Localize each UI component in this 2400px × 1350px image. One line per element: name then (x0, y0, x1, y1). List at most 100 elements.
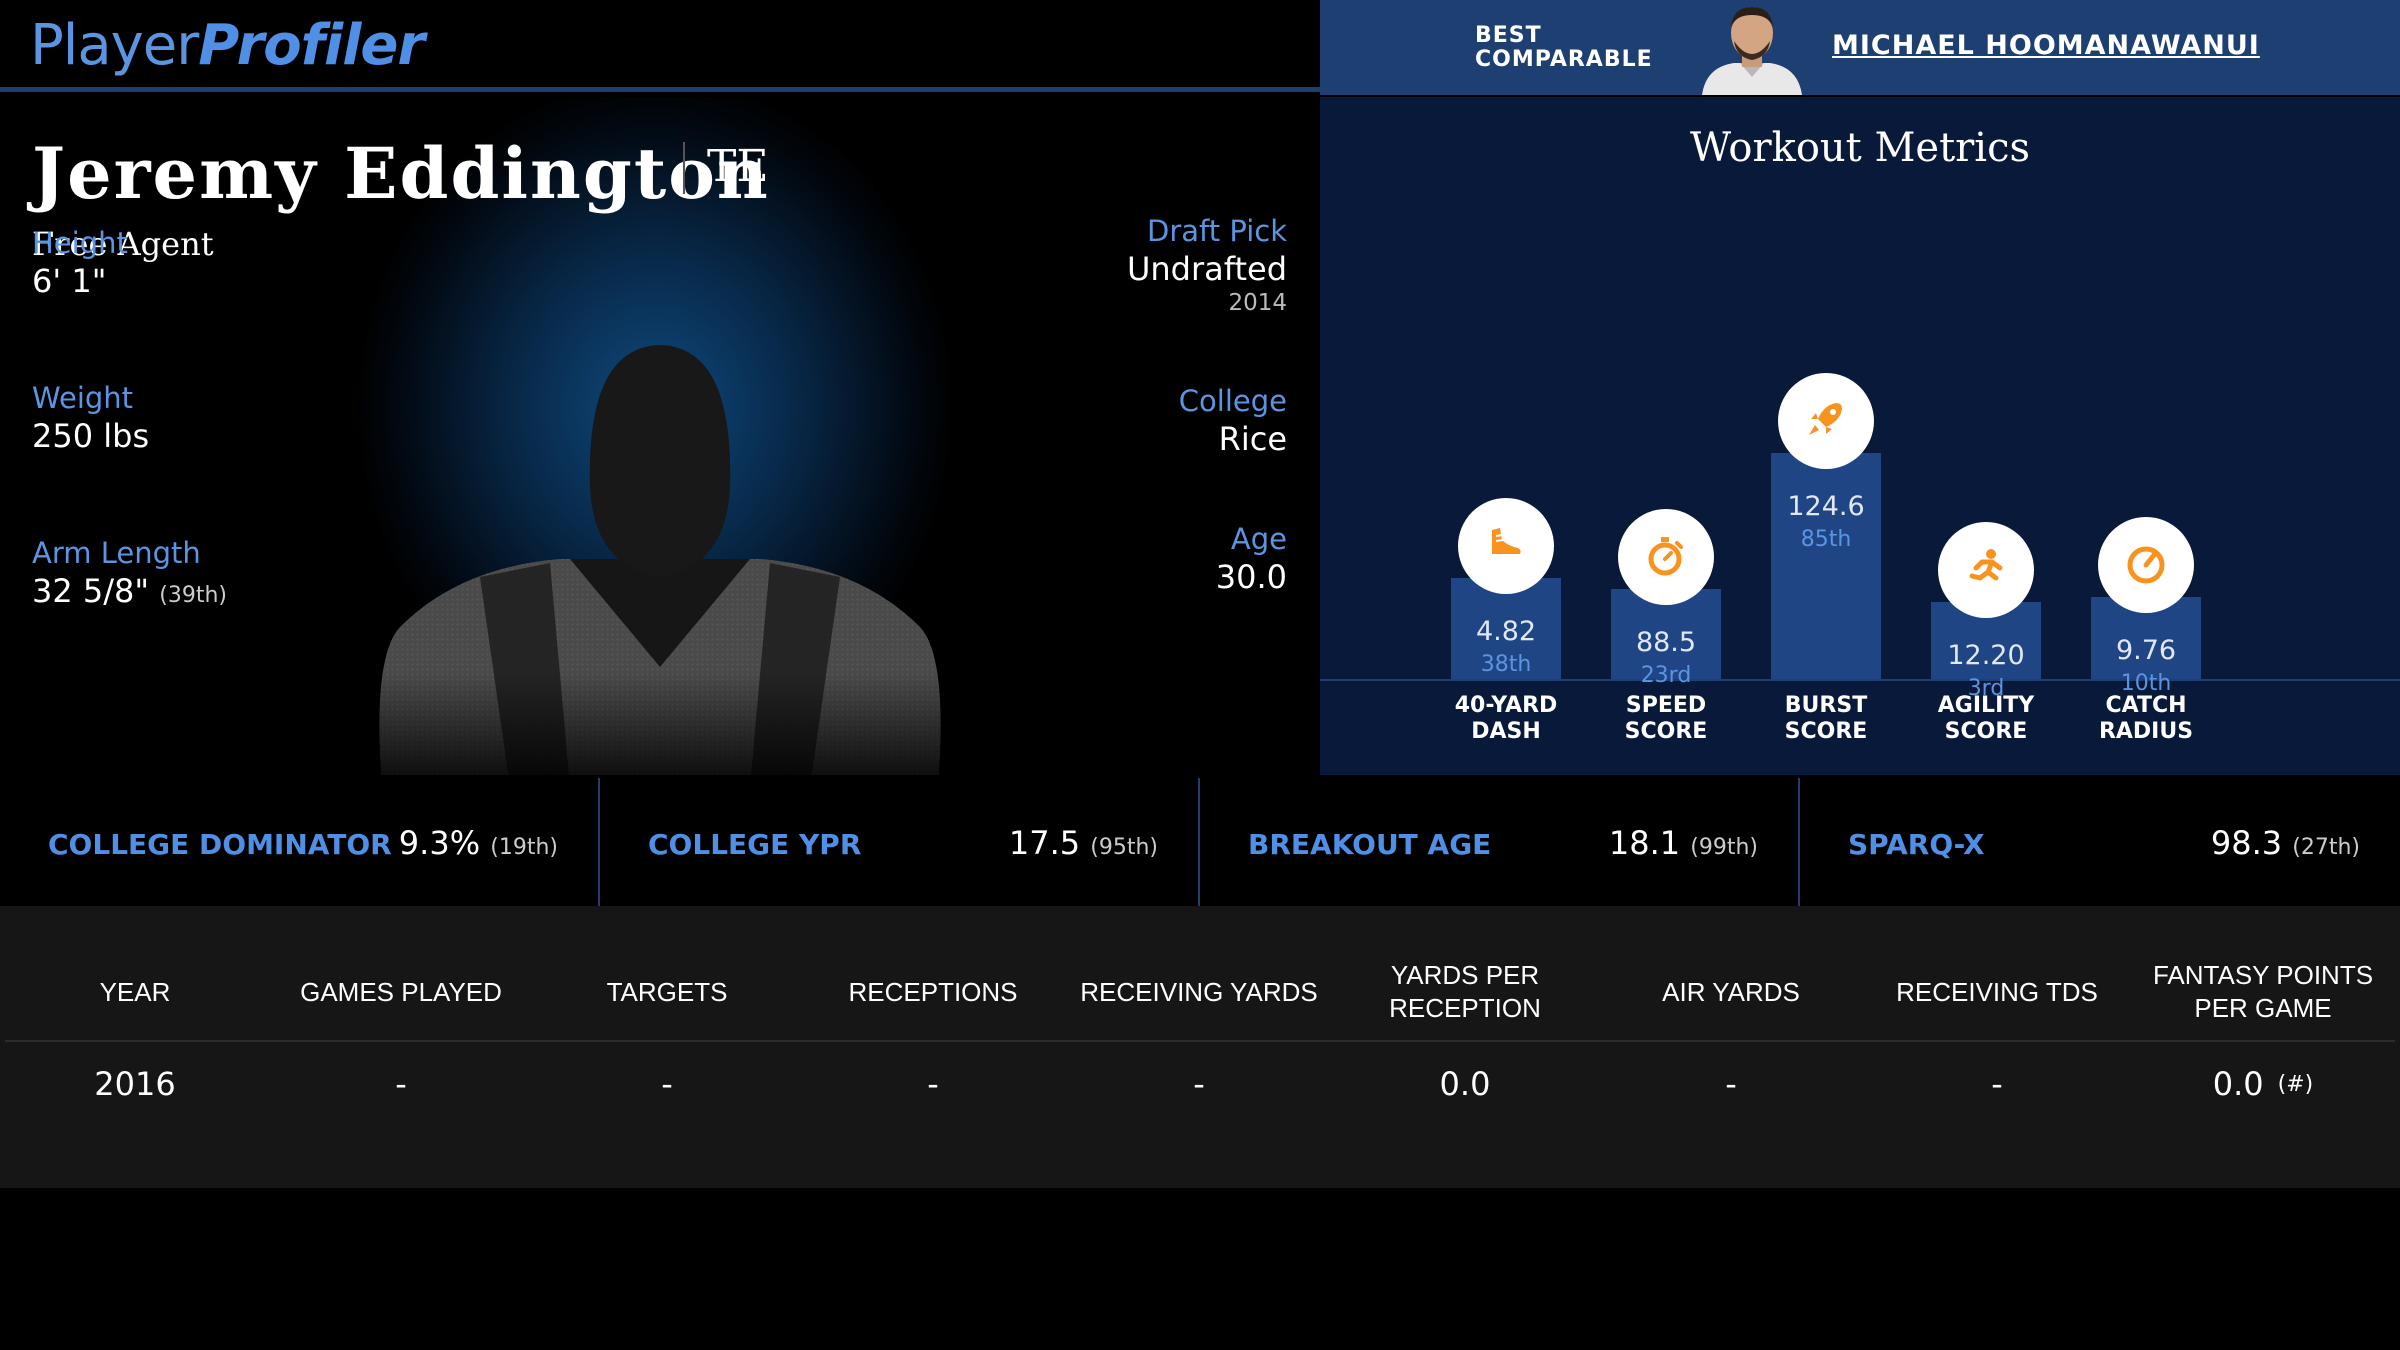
age-attribute: Age 30.0 (1216, 521, 1287, 597)
stat-label[interactable]: COLLEGE DOMINATOR (48, 828, 392, 861)
stat-label[interactable]: COLLEGE YPR (648, 828, 862, 861)
target-icon (2098, 517, 2194, 613)
height-attribute: Height 6' 1" (32, 225, 128, 301)
player-profiler-logo[interactable]: PlayerProfiler (30, 13, 425, 78)
cell-games-played: - (395, 1065, 407, 1103)
stat-percentile: (99th) (1690, 835, 1758, 860)
cell-year: 2016 (94, 1065, 176, 1103)
workout-bar[interactable]: 124.6 85th (1771, 453, 1881, 679)
height-label: Height (32, 226, 128, 260)
cell-fantasy-points-per-game: 0.0 (#) (2130, 1062, 2396, 1106)
comparable-player-photo[interactable] (1692, 5, 1812, 95)
arm-length-percentile: (39th) (159, 583, 228, 608)
cell-receiving-tds: - (1991, 1065, 2003, 1103)
workout-percentile: 23rd (1640, 663, 1692, 688)
column-header-receptions[interactable]: RECEPTIONS (848, 976, 1018, 1007)
column-header-air-yards[interactable]: AIR YARDS (1662, 976, 1800, 1007)
player-position: TE (707, 141, 769, 192)
column-header-fantasy-points-per-game[interactable]: FANTASY POINTS PER GAME (2152, 960, 2374, 1023)
best-label-line1: BEST (1475, 23, 1542, 48)
stat-percentile: (95th) (1090, 835, 1158, 860)
workout-percentile: 10th (2120, 671, 2172, 696)
arm-length-number: 32 5/8" (32, 572, 150, 610)
player-profile-panel: Jeremy Eddington TE Free Agent Height 6'… (0, 97, 1320, 775)
column-header-yards-per-reception[interactable]: YARDS PER RECEPTION (1389, 960, 1541, 1023)
arm-length-attribute: Arm Length 32 5/8" (39th) (32, 535, 227, 616)
height-value: 6' 1" (32, 262, 107, 300)
column-header-receiving-yards[interactable]: RECEIVING YARDS (1080, 976, 1318, 1007)
player-team: Free Agent (32, 225, 214, 263)
college-attribute: College Rice (1179, 383, 1287, 459)
weight-attribute: Weight 250 lbs (32, 380, 149, 456)
stat-college-ypr: COLLEGE YPR 17.5 (95th) (600, 778, 1200, 906)
draft-pick-value: Undrafted (1126, 250, 1287, 288)
season-stats-table: YEAR GAMES PLAYED TARGETS RECEPTIONS REC… (0, 906, 2400, 1188)
stat-college-dominator: COLLEGE DOMINATOR 9.3% (19th) (0, 778, 600, 906)
arm-length-value: 32 5/8" (39th) (32, 571, 227, 616)
workout-metrics-panel: Workout Metrics 4.82 38th 40-YARD DASH 88.5 2… (1320, 97, 2400, 775)
stopwatch-icon (1618, 509, 1714, 605)
position-divider (683, 142, 685, 194)
advanced-stats-row: COLLEGE DOMINATOR 9.3% (19th) COLLEGE YP… (0, 778, 2400, 906)
workout-label: 40-YARD DASH (1454, 693, 1558, 744)
header-bar: PlayerProfiler (0, 0, 1320, 92)
comparable-player-name-link[interactable]: MICHAEL HOOMANAWANUI (1832, 30, 2260, 61)
arm-length-label: Arm Length (32, 536, 201, 570)
stat-label[interactable]: BREAKOUT AGE (1248, 828, 1492, 861)
workout-bar[interactable]: 4.82 38th (1451, 578, 1561, 679)
weight-value: 250 lbs (32, 417, 150, 455)
column-header-receiving-tds[interactable]: RECEIVING TDS (1896, 976, 2098, 1007)
stat-value: 18.1 (99th) (1609, 824, 1758, 862)
workout-value: 124.6 (1787, 491, 1865, 522)
stat-percentile: (27th) (2292, 835, 2360, 860)
fppg-value: 0.0 (2212, 1065, 2264, 1103)
workout-metrics-title: Workout Metrics (1689, 125, 2031, 171)
table-header-divider (5, 1040, 2395, 1042)
stat-value: 17.5 (95th) (1009, 824, 1158, 862)
draft-pick-label: Draft Pick (1147, 214, 1287, 248)
cell-air-yards: - (1725, 1065, 1737, 1103)
workout-percentile: 3rd (1967, 676, 2005, 701)
column-header-games-played[interactable]: GAMES PLAYED (300, 976, 502, 1007)
stat-value: 9.3% (19th) (399, 824, 558, 862)
workout-percentile: 38th (1480, 652, 1532, 677)
cell-receptions: - (927, 1065, 939, 1103)
college-value: Rice (1218, 420, 1287, 458)
stat-breakout-age: BREAKOUT AGE 18.1 (99th) (1200, 778, 1800, 906)
workout-label: SPEED SCORE (1624, 693, 1708, 744)
stat-value: 98.3 (27th) (2211, 824, 2360, 862)
workout-value: 4.82 (1475, 616, 1537, 647)
logo-part-profiler: Profiler (198, 13, 425, 78)
cell-yards-per-reception: 0.0 (1439, 1065, 1491, 1103)
age-value: 30.0 (1215, 558, 1287, 596)
stat-number: 98.3 (2210, 824, 2283, 862)
best-comparable-label: BEST COMPARABLE (1475, 24, 1653, 72)
stat-sparq-x: SPARQ-X 98.3 (27th) (1800, 778, 2400, 906)
stat-number: 17.5 (1008, 824, 1081, 862)
draft-pick-attribute: Draft Pick Undrafted 2014 (1127, 213, 1287, 317)
workout-baseline (1320, 679, 2400, 681)
workout-label: AGILITY SCORE (1937, 693, 2035, 744)
player-silhouette (360, 327, 960, 775)
shoe-icon (1458, 498, 1554, 594)
workout-label: CATCH RADIUS (2098, 693, 2194, 744)
cell-receiving-yards: - (1193, 1065, 1205, 1103)
weight-label: Weight (32, 381, 134, 415)
workout-value: 12.20 (1947, 640, 2025, 671)
college-label: College (1178, 384, 1287, 418)
stat-number: 9.3% (398, 824, 481, 862)
column-header-targets[interactable]: TARGETS (606, 976, 728, 1007)
workout-value: 9.76 (2115, 635, 2177, 666)
best-comparable-bar: BEST COMPARABLE MICHAEL HOOMANAWANUI (1320, 0, 2400, 95)
runner-icon (1938, 522, 2034, 618)
fppg-rank[interactable]: (#) (2277, 1071, 2314, 1097)
workout-percentile: 85th (1800, 527, 1852, 552)
draft-year: 2014 (1228, 290, 1287, 316)
column-header-year[interactable]: YEAR (99, 976, 171, 1007)
cell-targets: - (661, 1065, 673, 1103)
stat-label[interactable]: SPARQ-X (1848, 828, 1985, 861)
logo-part-player: Player (30, 13, 199, 78)
player-name: Jeremy Eddington (32, 132, 770, 215)
workout-value: 88.5 (1635, 627, 1697, 658)
rocket-icon (1778, 373, 1874, 469)
